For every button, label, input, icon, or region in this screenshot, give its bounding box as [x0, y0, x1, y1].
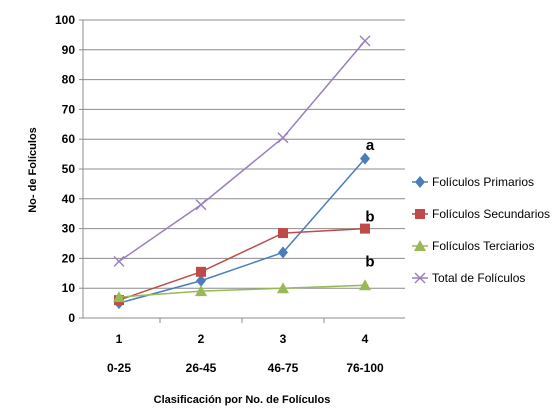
legend-item-1: Folículos Primarios — [412, 175, 534, 189]
series-4-point-2 — [196, 200, 206, 210]
y-tick-label-40: 40 — [62, 192, 76, 206]
y-tick-label-90: 90 — [62, 43, 76, 57]
y-tick-label-80: 80 — [62, 73, 76, 87]
legend-marker-1 — [415, 176, 425, 188]
legend-item-3: Folículos Terciarios — [412, 239, 534, 253]
y-axis-title: No- de Folículos — [27, 127, 39, 213]
y-tick-label-100: 100 — [55, 13, 75, 27]
legend-label-3: Folículos Terciarios — [432, 239, 534, 253]
y-tick-label-0: 0 — [68, 311, 75, 325]
y-tick-label-50: 50 — [62, 162, 76, 176]
legend-marker-2 — [415, 209, 425, 219]
annotation-1: a — [366, 137, 375, 154]
x-axis-title: Clasificación por No. de Folículos — [154, 394, 331, 406]
series-4-point-3 — [278, 133, 288, 143]
y-tick-label-20: 20 — [62, 251, 76, 265]
chart-series — [113, 36, 371, 309]
x-range-label-1: 0-25 — [107, 361, 131, 375]
x-axis-ticks: 1 0-25 2 26-45 3 46-75 4 76-100 — [107, 318, 384, 375]
x-tick-label-2: 2 — [198, 332, 205, 346]
series-2-point-3 — [278, 228, 288, 238]
legend-label-2: Folículos Secundarios — [432, 207, 550, 221]
x-range-label-2: 26-45 — [186, 361, 217, 375]
legend-item-2: Folículos Secundarios — [412, 207, 550, 221]
x-tick-label-4: 4 — [362, 332, 369, 346]
x-tick-label-1: 1 — [116, 332, 123, 346]
x-range-label-3: 46-75 — [268, 361, 299, 375]
series-2 — [114, 224, 370, 306]
y-tick-label-70: 70 — [62, 102, 76, 116]
chart-legend: Folículos Primarios Folículos Secundarios… — [412, 175, 550, 285]
annotation-2: b — [365, 209, 374, 226]
chart-gridlines — [83, 20, 405, 288]
series-4 — [114, 36, 370, 267]
series-4-point-4 — [360, 36, 370, 46]
y-axis-ticks: 0 10 20 30 40 50 60 70 80 90 100 — [55, 13, 83, 325]
y-tick-label-10: 10 — [62, 281, 76, 295]
annotation-3: b — [365, 253, 374, 270]
legend-label-4: Total de Folículos — [432, 271, 525, 285]
series-2-point-2 — [196, 267, 206, 277]
x-range-label-4: 76-100 — [346, 361, 384, 375]
x-tick-label-3: 3 — [280, 332, 287, 346]
y-tick-label-60: 60 — [62, 132, 76, 146]
y-tick-label-30: 30 — [62, 222, 76, 236]
legend-label-1: Folículos Primarios — [432, 175, 534, 189]
series-4-point-1 — [114, 256, 124, 266]
legend-item-4: Total de Folículos — [412, 271, 525, 285]
series-3 — [113, 279, 371, 302]
